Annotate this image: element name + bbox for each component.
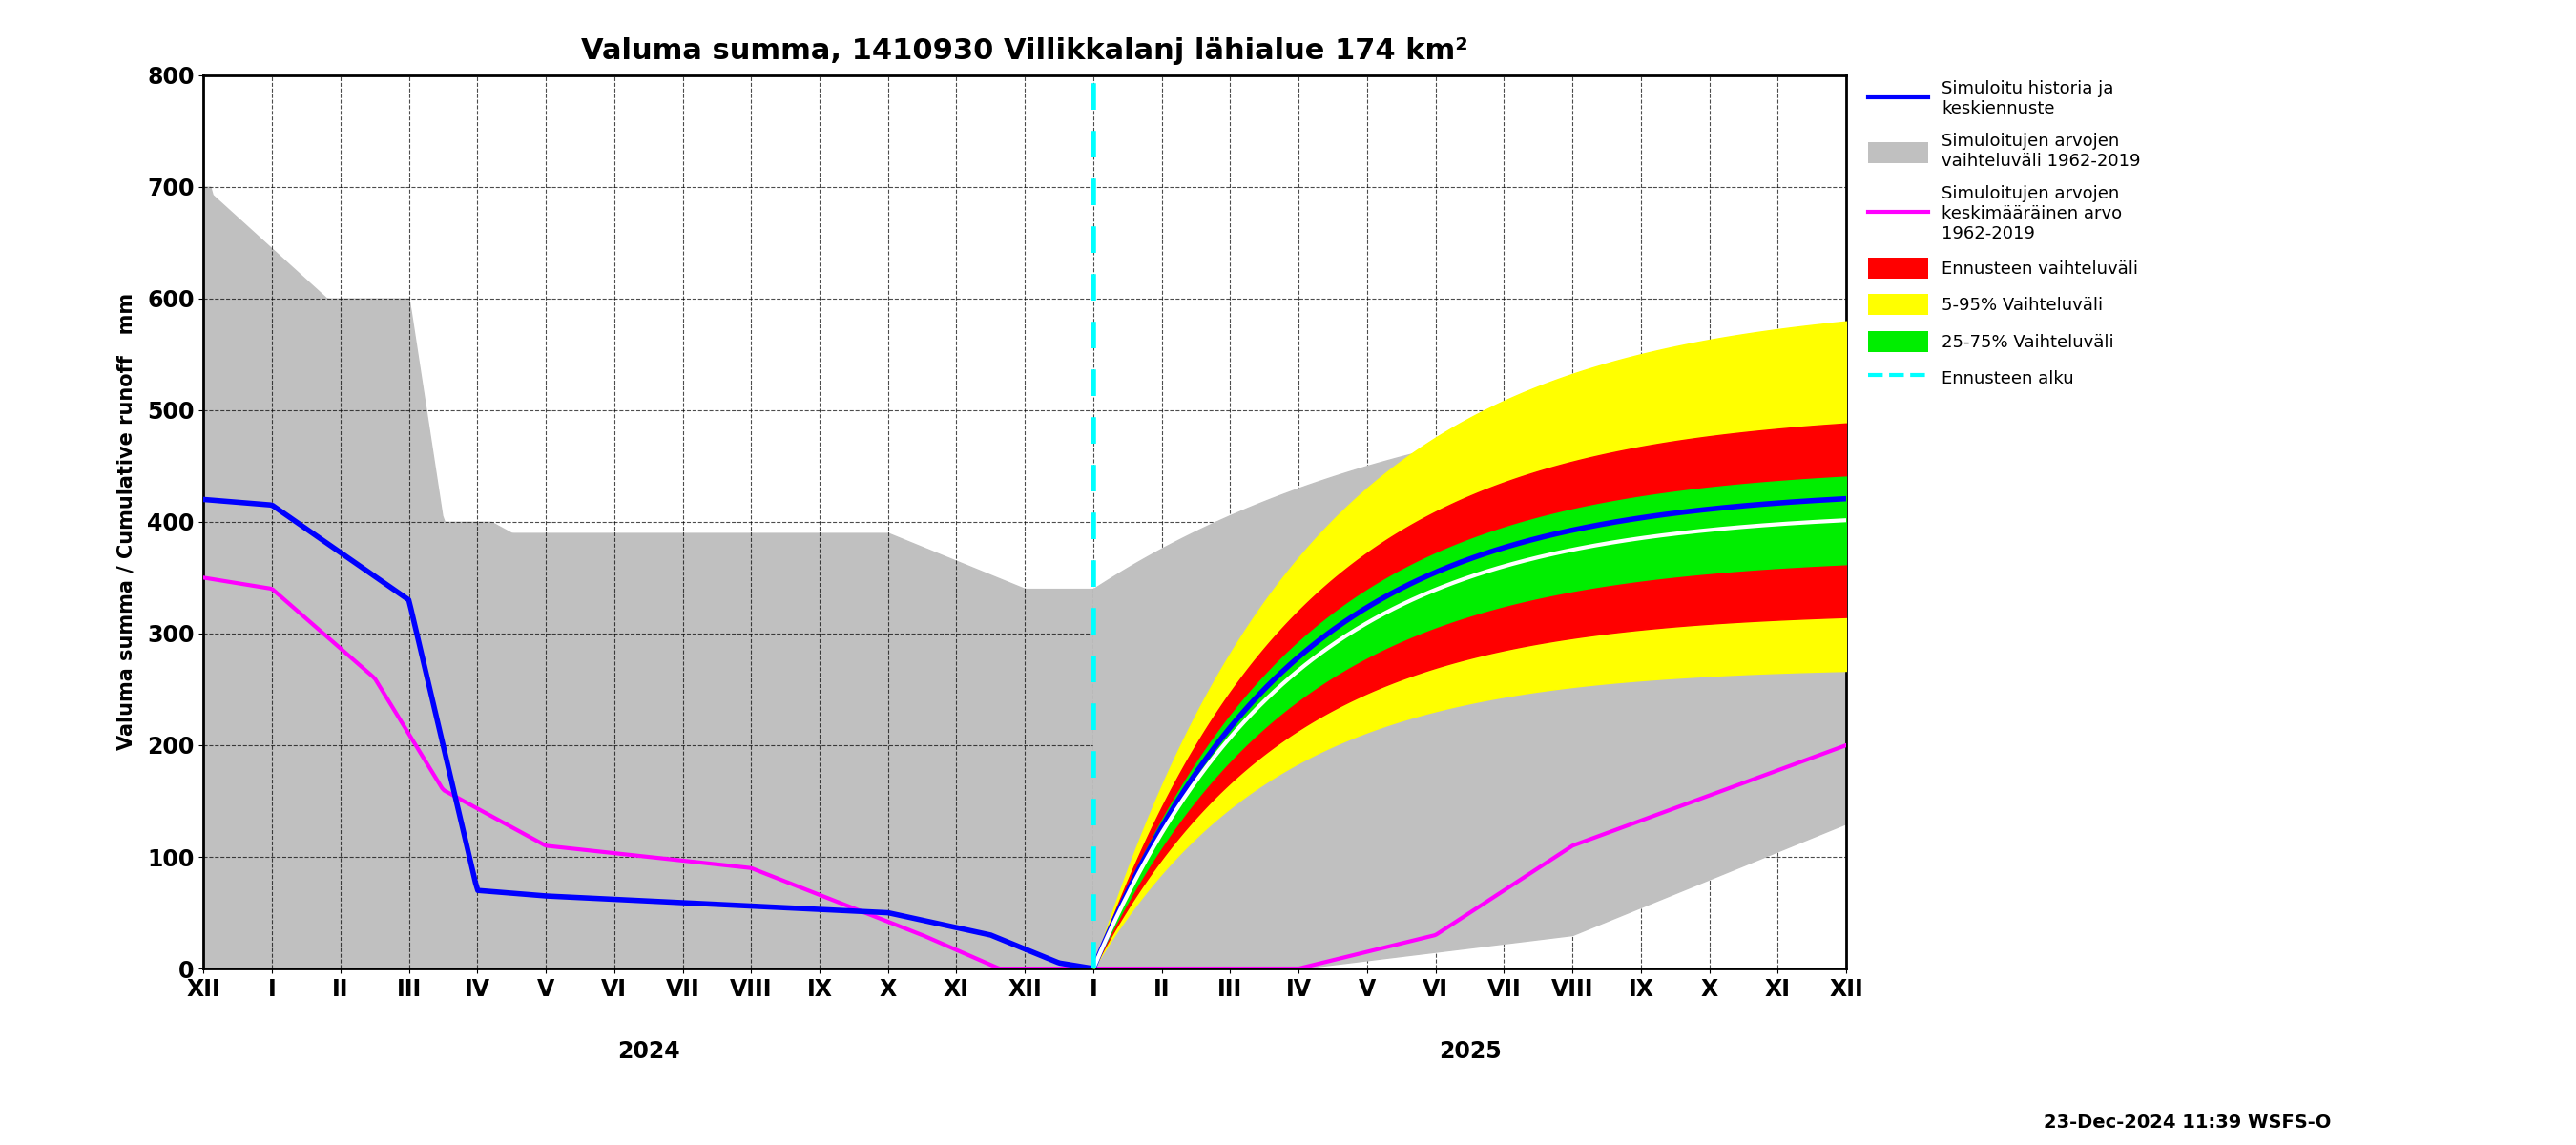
Text: 2024: 2024 [618,1040,680,1063]
Legend: Simuloitu historia ja
keskiennuste, Simuloitujen arvojen
vaihteluväli 1962-2019,: Simuloitu historia ja keskiennuste, Simu… [1862,76,2146,394]
Title: Valuma summa, 1410930 Villikkalanj lähialue 174 km²: Valuma summa, 1410930 Villikkalanj lähia… [582,37,1468,65]
Text: 23-Dec-2024 11:39 WSFS-O: 23-Dec-2024 11:39 WSFS-O [2043,1113,2331,1131]
Y-axis label: Valuma summa / Cumulative runoff   mm: Valuma summa / Cumulative runoff mm [118,293,137,750]
Text: 2025: 2025 [1437,1040,1502,1063]
